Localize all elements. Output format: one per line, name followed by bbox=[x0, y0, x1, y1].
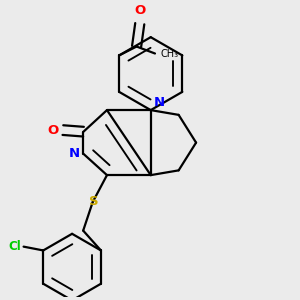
Text: O: O bbox=[48, 124, 59, 136]
Text: N: N bbox=[153, 96, 164, 109]
Text: Cl: Cl bbox=[8, 240, 21, 253]
Text: O: O bbox=[134, 4, 146, 17]
Text: S: S bbox=[88, 195, 98, 208]
Text: CH₃: CH₃ bbox=[161, 49, 179, 58]
Text: N: N bbox=[69, 147, 80, 161]
